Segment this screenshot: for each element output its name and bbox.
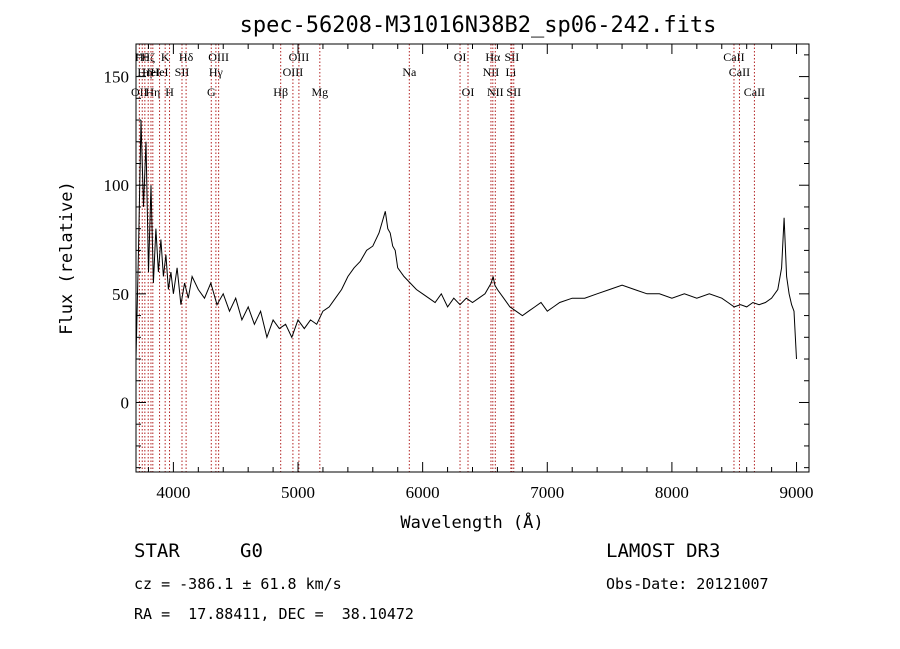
line-marker-label: Hθ: [135, 50, 150, 64]
line-marker-label: HeI: [142, 65, 160, 79]
line-marker-label: CaII: [744, 85, 765, 99]
y-axis-label: Flux (relative): [57, 181, 77, 335]
line-marker-label: Li: [506, 65, 517, 79]
line-marker-label: OI: [462, 85, 475, 99]
line-marker-label: OIII: [283, 65, 304, 79]
line-marker-label: CaII: [729, 65, 750, 79]
line-marker-label: K: [161, 50, 170, 64]
y-tick-label: 0: [121, 393, 130, 412]
y-axis: 0 50 100 150: [104, 54, 809, 469]
x-tick-label: 5000: [281, 483, 315, 502]
line-marker-label: Hζ: [141, 50, 155, 64]
x-tick-label: 7000: [530, 483, 564, 502]
line-marker-label: Mg: [311, 85, 328, 99]
survey-name: LAMOST DR3: [606, 540, 721, 562]
line-marker-label: G: [207, 85, 216, 99]
obs-date: Obs-Date: 20121007: [606, 575, 769, 593]
y-tick-label: 150: [104, 68, 130, 87]
line-marker-label: NII: [483, 65, 500, 79]
line-marker-label: Na: [402, 65, 417, 79]
object-subclass: G0: [240, 540, 263, 562]
line-marker-label: SII: [505, 50, 520, 64]
line-marker-label: NII: [487, 85, 504, 99]
plot-frame: [135, 43, 810, 473]
x-axis-label: Wavelength (Å): [400, 511, 543, 533]
line-marker-label: CaII: [723, 50, 744, 64]
line-marker-label: SII: [506, 85, 521, 99]
line-marker-label: OIII: [289, 50, 310, 64]
line-marker-label: Hη: [145, 85, 160, 99]
line-marker-label: Hβ: [273, 85, 288, 99]
x-tick-label: 9000: [780, 483, 814, 502]
line-marker-label: H: [165, 85, 174, 99]
x-tick-label: 4000: [156, 483, 190, 502]
line-marker-label: OII: [131, 85, 148, 99]
line-marker-label: OIII: [208, 50, 229, 64]
line-marker-label: Hδ: [179, 50, 194, 64]
y-tick-label: 50: [112, 285, 129, 304]
line-marker-label: Hγ: [209, 65, 224, 79]
line-markers: OIIHθHηHζHeIHηHeIKHSIIHδGHγOIIIHβOIIIOII…: [131, 44, 765, 472]
coordinates: RA = 17.88411, DEC = 38.10472: [134, 605, 414, 623]
line-marker-label: SII: [175, 65, 190, 79]
line-marker-label: Hα: [485, 50, 501, 64]
object-class: STAR: [134, 540, 180, 562]
spectrum-line-0: [135, 119, 797, 360]
x-tick-label: 6000: [406, 483, 440, 502]
x-axis: 4000 5000 6000 7000 8000 9000: [147, 44, 814, 502]
spectrum-series: [135, 119, 797, 360]
x-tick-label: 8000: [655, 483, 689, 502]
chart-title: spec-56208-M31016N38B2_sp06-242.fits: [240, 13, 717, 38]
y-tick-label: 100: [104, 176, 130, 195]
redshift-readout: cz = -386.1 ± 61.8 km/s: [134, 575, 342, 593]
line-marker-label: HeI: [151, 65, 169, 79]
line-marker-label: OI: [454, 50, 467, 64]
